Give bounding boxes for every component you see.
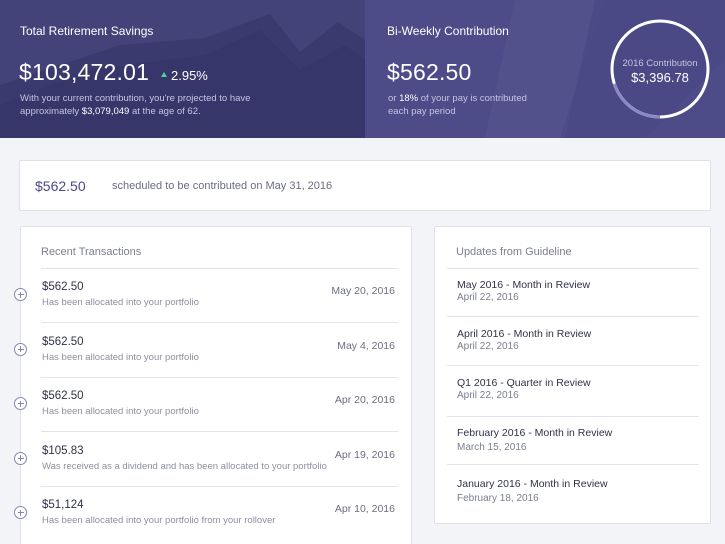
- update-date: April 22, 2016: [457, 390, 519, 401]
- update-item[interactable]: Q1 2016 - Quarter in Review April 22, 201…: [435, 377, 712, 423]
- expand-plus-icon[interactable]: [14, 342, 27, 356]
- transaction-date: May 20, 2016: [331, 285, 395, 297]
- scheduled-text: scheduled to be contributed on May 31, 2…: [112, 180, 333, 192]
- transaction-description: Has been allocated into your portfolio: [42, 351, 199, 363]
- row-divider: [41, 322, 398, 323]
- transaction-amount: $562.50: [42, 281, 84, 293]
- update-item[interactable]: April 2016 - Month in Review April 22, 20…: [435, 328, 712, 374]
- scheduled-amount: $562.50: [35, 178, 86, 194]
- expand-plus-icon[interactable]: [14, 288, 27, 301]
- expand-plus-icon[interactable]: [14, 506, 27, 519]
- update-title: February 2016 - Month in Review: [457, 427, 613, 439]
- update-item[interactable]: May 2016 - Month in Review April 22, 2016: [435, 279, 712, 325]
- projection-text: With your current contribution, you're p…: [20, 93, 251, 117]
- savings-panel: Total Retirement Savings $103,472.01 2.9…: [0, 0, 365, 138]
- transaction-date: Apr 20, 2016: [334, 394, 395, 406]
- growth-up-icon: [161, 72, 167, 77]
- hero-banner: Total Retirement Savings $103,472.01 2.9…: [0, 0, 725, 138]
- update-divider: [447, 316, 699, 317]
- transactions-title: Recent Transactions: [41, 246, 142, 258]
- transaction-amount: $562.50: [42, 390, 84, 402]
- geometric-backdrop: [485, 0, 725, 138]
- transaction-row[interactable]: $562.50 Has been allocated into your port…: [14, 378, 413, 433]
- projection-amount: $3,079,049: [81, 106, 130, 117]
- ring-progress-arc: [610, 19, 710, 119]
- expand-plus-icon[interactable]: [14, 397, 27, 410]
- updates-title: Updates from Guideline: [456, 246, 572, 258]
- update-item[interactable]: February 2016 - Month in Review March 15,…: [435, 427, 712, 473]
- transaction-row[interactable]: $105.83 Was received as a dividend and ha…: [14, 433, 413, 488]
- transaction-amount: $105.83: [42, 444, 84, 457]
- mountain-backdrop: [0, 14, 365, 138]
- row-divider: [41, 485, 398, 487]
- yearly-contribution-label: 2016 Contribution: [622, 58, 698, 69]
- update-divider: [447, 365, 699, 366]
- update-item[interactable]: January 2016 - Month in Review February 1…: [435, 478, 712, 524]
- transaction-date: Apr 19, 2016: [334, 448, 395, 461]
- contribution-label: Bi-Weekly Contribution: [387, 24, 509, 38]
- transaction-description: Has been allocated into your portfolio: [42, 406, 199, 417]
- transactions-divider: [41, 268, 398, 269]
- savings-amount: $103,472.01: [19, 59, 150, 85]
- recent-transactions-card: Recent Transactions $562.50 Has been allo…: [14, 226, 413, 544]
- contribution-percent: 18%: [399, 93, 419, 104]
- transaction-date: Apr 10, 2016: [334, 503, 395, 515]
- transaction-description: Has been allocated into your portfolio f…: [42, 515, 276, 526]
- update-date: March 15, 2016: [457, 442, 527, 453]
- updates-divider: [447, 268, 699, 269]
- contribution-panel: Bi-Weekly Contribution $562.50 or 18% of…: [365, 0, 725, 138]
- update-title: January 2016 - Month in Review: [457, 478, 608, 490]
- savings-label: Total Retirement Savings: [20, 24, 154, 38]
- growth-percent: 2.95%: [171, 68, 208, 83]
- transaction-date: May 4, 2016: [337, 339, 395, 352]
- update-divider: [447, 416, 699, 417]
- transaction-amount: $51,124: [42, 499, 84, 511]
- transaction-description: Was received as a dividend and has been …: [42, 460, 327, 472]
- update-date: April 22, 2016: [457, 341, 519, 352]
- row-divider: [41, 376, 398, 378]
- update-title: April 2016 - Month in Review: [457, 328, 592, 340]
- update-date: April 22, 2016: [457, 292, 519, 303]
- update-date: February 18, 2016: [457, 493, 539, 504]
- transaction-description: Has been allocated into your portfolio: [42, 297, 199, 308]
- scheduled-contribution-card: $562.50 scheduled to be contributed on M…: [19, 160, 711, 211]
- update-divider: [447, 464, 699, 465]
- updates-card: Updates from Guideline May 2016 - Month …: [434, 226, 711, 524]
- transaction-amount: $562.50: [42, 335, 84, 348]
- update-title: Q1 2016 - Quarter in Review: [457, 377, 591, 389]
- row-divider: [41, 431, 398, 432]
- yearly-contribution-ring: [610, 19, 710, 119]
- transaction-row[interactable]: $562.50 Has been allocated into your port…: [14, 269, 413, 324]
- transaction-row[interactable]: $51,124 Has been allocated into your port…: [14, 487, 413, 542]
- contribution-amount: $562.50: [387, 59, 472, 85]
- yearly-contribution-amount: $3,396.78: [631, 70, 689, 85]
- update-title: May 2016 - Month in Review: [457, 279, 591, 291]
- expand-plus-icon[interactable]: [14, 451, 27, 465]
- transaction-row[interactable]: $562.50 Has been allocated into your port…: [14, 324, 413, 379]
- contribution-percent-text: or 18% of your pay is contributed each p…: [388, 93, 527, 117]
